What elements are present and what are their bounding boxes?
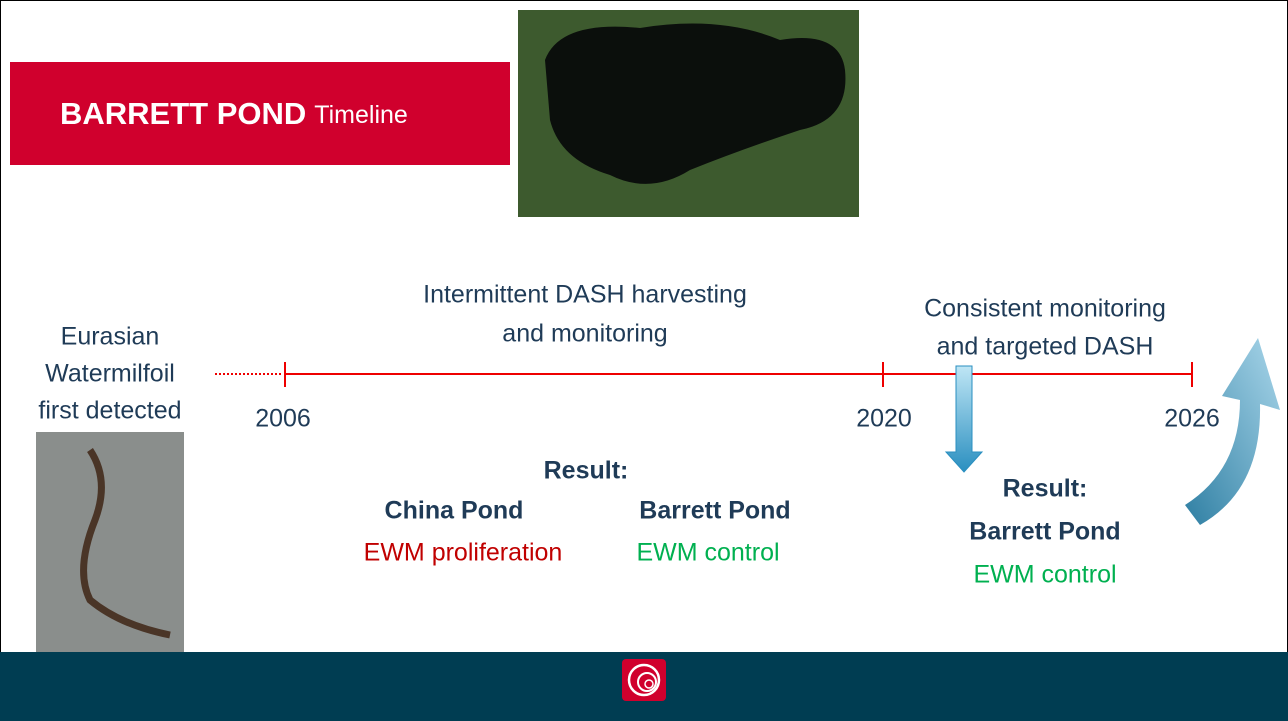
title-banner <box>10 62 510 165</box>
pond-name: China Pond <box>385 497 524 525</box>
pond-outcome: EWM proliferation <box>364 539 563 567</box>
phase-label: Consistent monitoring <box>924 295 1166 323</box>
pond-name: Barrett Pond <box>639 497 790 525</box>
detection-label: first detected <box>38 397 181 425</box>
detection-label: Watermilfoil <box>45 360 175 388</box>
pond-outcome: EWM control <box>973 561 1116 589</box>
title: BARRETT POND Timeline <box>60 96 408 131</box>
phase-label: Intermittent DASH harvesting <box>423 281 747 309</box>
curved-arrow <box>1185 338 1280 525</box>
plant-photo <box>36 432 184 652</box>
detection-label: Eurasian <box>61 323 160 351</box>
logo <box>622 659 666 701</box>
year-label: 2020 <box>856 405 912 433</box>
phase-label: and monitoring <box>502 320 667 348</box>
title-main: BARRETT POND <box>60 96 306 131</box>
pond-outcome: EWM control <box>636 539 779 567</box>
title-sub: Timeline <box>314 101 408 129</box>
result-heading: Result: <box>544 457 629 485</box>
aerial-photo <box>518 10 859 217</box>
down-arrow <box>944 365 984 473</box>
year-label: 2006 <box>255 405 311 433</box>
pond-name: Barrett Pond <box>969 518 1120 546</box>
phase-label: and targeted DASH <box>937 333 1154 361</box>
result-heading: Result: <box>1003 475 1088 503</box>
year-label: 2026 <box>1164 405 1220 433</box>
